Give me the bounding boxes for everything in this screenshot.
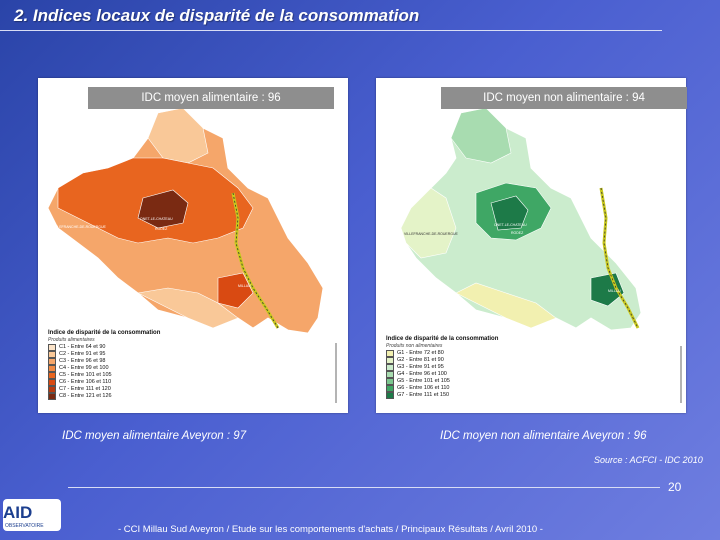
legend-item: C2 - Entre 91 et 95 xyxy=(48,351,160,358)
legend-label: G7 - Entre 111 et 150 xyxy=(397,392,450,399)
legend-swatch xyxy=(386,385,394,392)
legend-swatch xyxy=(386,364,394,371)
legend-label: G2 - Entre 81 et 90 xyxy=(397,357,444,364)
city-onet: ONET-LE-CHATEAU xyxy=(140,217,173,221)
legend-label: G6 - Entre 106 et 110 xyxy=(397,385,450,392)
zone-rodez xyxy=(490,195,529,231)
food-idc-caption: IDC moyen alimentaire Aveyron : 97 xyxy=(62,430,247,442)
legend-title: Indice de disparité de la consommation xyxy=(386,336,499,342)
legend-item: G5 - Entre 101 et 105 xyxy=(386,378,498,385)
food-legend: Indice de disparité de la consommation P… xyxy=(48,330,160,400)
legend-swatch xyxy=(48,358,56,365)
legend-item: G2 - Entre 81 et 90 xyxy=(386,357,498,364)
city-villefranche: VILLEFRANCHE-DE-ROUERGUE xyxy=(404,232,459,236)
logo-text: AID xyxy=(3,503,33,522)
legend-item: C6 - Entre 106 et 110 xyxy=(48,379,160,386)
legend-swatch xyxy=(48,365,56,372)
legend-label: C8 - Entre 121 et 126 xyxy=(59,393,112,400)
city-villefranche: VILLEFRANCHE-DE-ROUERGUE xyxy=(52,225,107,229)
legend-swatch xyxy=(48,393,56,400)
legend-item: C8 - Entre 121 et 126 xyxy=(48,393,160,400)
title-divider xyxy=(0,30,662,31)
legend-item: C1 - Entre 64 et 90 xyxy=(48,344,160,351)
source-note: Source : ACFCI - IDC 2010 xyxy=(594,455,703,465)
nonfood-idc-map-panel: VILLEFRANCHE-DE-ROUERGUE ONET-LE-CHATEAU… xyxy=(376,78,687,413)
nonfood-idc-header: IDC moyen non alimentaire : 94 xyxy=(441,87,687,109)
zone-rodez xyxy=(137,189,189,229)
legend-item: C3 - Entre 96 et 98 xyxy=(48,358,160,365)
footer-divider xyxy=(68,487,660,488)
footer-text: - CCI Millau Sud Aveyron / Etude sur les… xyxy=(118,524,543,535)
legend-label: G5 - Entre 101 et 105 xyxy=(397,378,450,385)
legend-label: G3 - Entre 91 et 95 xyxy=(397,364,444,371)
legend-item: C5 - Entre 101 et 105 xyxy=(48,372,160,379)
legend-label: C7 - Entre 111 et 120 xyxy=(59,386,111,393)
legend-swatch xyxy=(48,344,56,351)
city-millau: MILLAU xyxy=(238,284,251,288)
zone-west xyxy=(400,187,457,259)
legend-item: G6 - Entre 106 et 110 xyxy=(386,385,498,392)
legend-label: C2 - Entre 91 et 95 xyxy=(59,351,106,358)
legend-label: C6 - Entre 106 et 110 xyxy=(59,379,112,386)
legend-swatch xyxy=(386,378,394,385)
logo-subtext: OBSERVATOIRE xyxy=(5,523,44,529)
nonfood-idc-caption: IDC moyen non alimentaire Aveyron : 96 xyxy=(440,430,647,442)
legend-swatch xyxy=(386,371,394,378)
city-rodez: RODEZ xyxy=(511,231,524,235)
legend-subtitle: Produits non alimentaires xyxy=(386,342,443,349)
legend-item: G3 - Entre 91 et 95 xyxy=(386,364,498,371)
legend-label: G1 - Entre 72 et 80 xyxy=(397,350,444,357)
legend-swatch xyxy=(48,386,56,393)
city-onet: ONET-LE-CHATEAU xyxy=(494,223,527,227)
legend-swatch xyxy=(386,357,394,364)
food-idc-map: VILLEFRANCHE-DE-ROUERGUE ONET-LE-CHATEAU… xyxy=(47,107,337,403)
legend-item: C4 - Entre 99 et 100 xyxy=(48,365,160,372)
legend-swatch xyxy=(386,392,394,399)
legend-swatch xyxy=(48,351,56,358)
zone-millau xyxy=(217,272,254,309)
legend-label: G4 - Entre 96 et 100 xyxy=(397,371,447,378)
legend-label: C1 - Entre 64 et 90 xyxy=(59,344,106,351)
legend-title: Indice de disparité de la consommation xyxy=(48,330,161,336)
zone-north xyxy=(450,107,512,164)
nonfood-idc-map: VILLEFRANCHE-DE-ROUERGUE ONET-LE-CHATEAU… xyxy=(400,107,682,403)
city-rodez: RODEZ xyxy=(155,227,168,231)
slide-title: 2. Indices locaux de disparité de la con… xyxy=(14,6,420,25)
legend-swatch xyxy=(386,350,394,357)
legend-label: C3 - Entre 96 et 98 xyxy=(59,358,106,365)
page-number: 20 xyxy=(668,480,682,494)
city-millau: MILLAU xyxy=(608,289,621,293)
aid-logo: AID OBSERVATOIRE xyxy=(3,497,63,535)
legend-label: C5 - Entre 101 et 105 xyxy=(59,372,112,379)
legend-swatch xyxy=(48,379,56,386)
nonfood-legend: Indice de disparité de la consommation P… xyxy=(386,336,498,399)
legend-swatch xyxy=(48,372,56,379)
zone-north xyxy=(147,107,209,164)
legend-item: G7 - Entre 111 et 150 xyxy=(386,392,498,399)
legend-subtitle: Produits alimentaires xyxy=(48,336,95,343)
zone-south xyxy=(455,282,557,329)
legend-item: C7 - Entre 111 et 120 xyxy=(48,386,160,393)
legend-item: G4 - Entre 96 et 100 xyxy=(386,371,498,378)
legend-item: G1 - Entre 72 et 80 xyxy=(386,350,498,357)
zone-south xyxy=(137,287,239,329)
food-idc-header: IDC moyen alimentaire : 96 xyxy=(88,87,334,109)
food-idc-map-panel: VILLEFRANCHE-DE-ROUERGUE ONET-LE-CHATEAU… xyxy=(38,78,348,413)
legend-label: C4 - Entre 99 et 100 xyxy=(59,365,109,372)
